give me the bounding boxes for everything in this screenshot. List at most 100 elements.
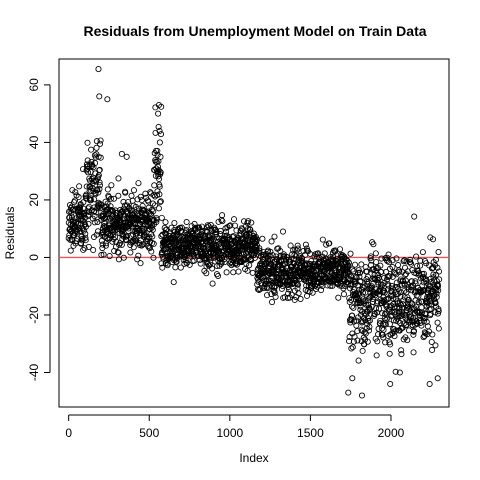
data-point [349, 344, 356, 351]
data-point [294, 281, 301, 288]
data-point [230, 269, 237, 276]
data-point [123, 236, 130, 243]
data-point [423, 318, 430, 325]
data-point [137, 229, 144, 237]
data-point [149, 200, 156, 207]
data-point [65, 235, 72, 242]
data-point [269, 299, 276, 306]
data-point [391, 309, 398, 316]
data-point [422, 315, 429, 322]
data-point [389, 263, 396, 271]
data-point [183, 260, 190, 267]
data-point [93, 209, 100, 216]
data-point [365, 301, 372, 308]
data-point [291, 296, 298, 303]
data-point [82, 234, 89, 241]
data-point [425, 328, 433, 335]
data-point [230, 216, 238, 223]
data-point [348, 296, 355, 304]
data-point [398, 347, 405, 354]
data-point [417, 319, 424, 326]
data-point [226, 222, 233, 230]
data-point [183, 218, 190, 226]
data-point [434, 264, 441, 271]
outlier-point [389, 257, 396, 264]
data-point [82, 214, 89, 221]
data-point [355, 357, 362, 364]
data-point [271, 267, 278, 274]
data-point [209, 232, 216, 239]
data-point [410, 331, 417, 338]
data-point [337, 246, 344, 253]
data-point [90, 208, 97, 215]
y-tick-label: 40 [27, 135, 41, 149]
data-point [434, 310, 441, 317]
data-point [149, 226, 156, 233]
data-point [418, 304, 425, 311]
outlier-point [155, 101, 162, 109]
data-point [83, 191, 90, 198]
data-point [150, 208, 157, 215]
data-point [295, 245, 302, 252]
outlier-point [155, 110, 162, 117]
data-point [353, 322, 360, 329]
data-point [335, 294, 342, 301]
data-point [139, 206, 146, 213]
data-point [110, 195, 117, 202]
data-point [386, 321, 393, 328]
data-point [368, 283, 375, 290]
data-point [359, 347, 366, 354]
data-point [376, 320, 384, 327]
data-point [401, 264, 409, 271]
data-point [432, 256, 439, 263]
data-point [177, 264, 184, 271]
data-point [395, 318, 402, 325]
data-point [351, 333, 358, 340]
outlier-point [279, 228, 287, 235]
y-tick-label: -40 [27, 363, 41, 381]
data-point [249, 269, 256, 276]
data-point [219, 218, 226, 225]
data-point [403, 306, 410, 314]
data-point [151, 166, 158, 174]
data-point [76, 183, 83, 190]
data-point [81, 227, 88, 234]
data-point [95, 189, 102, 196]
data-point [248, 219, 255, 226]
data-point [75, 194, 82, 201]
data-point [146, 245, 153, 252]
data-point [372, 250, 379, 257]
data-point [264, 292, 271, 299]
x-tick-label: 1500 [297, 426, 324, 440]
data-point [104, 186, 111, 193]
data-point [429, 346, 436, 353]
data-point [137, 193, 144, 200]
data-point [382, 339, 389, 346]
data-point [129, 237, 136, 245]
data-point [141, 207, 148, 214]
data-point [226, 260, 233, 267]
data-point [94, 218, 101, 226]
data-point [419, 249, 426, 256]
y-tick-label: -20 [27, 306, 41, 324]
data-point [99, 241, 106, 248]
data-point [92, 170, 99, 177]
data-point [382, 321, 389, 328]
data-point [171, 219, 178, 227]
data-point [109, 208, 117, 215]
data-point [357, 269, 364, 276]
data-point [88, 158, 95, 165]
y-axis: -40 -20 0 20 40 60 [27, 78, 51, 381]
outlier-point [104, 96, 111, 103]
data-point [278, 285, 285, 292]
data-point [379, 289, 386, 296]
data-point [436, 276, 443, 283]
data-point [309, 289, 316, 296]
data-point [353, 317, 360, 324]
data-point [172, 264, 179, 271]
x-tick-label: 1000 [216, 426, 243, 440]
data-point [413, 253, 420, 260]
data-point [83, 183, 90, 190]
data-point [401, 280, 408, 287]
data-point [256, 245, 263, 252]
